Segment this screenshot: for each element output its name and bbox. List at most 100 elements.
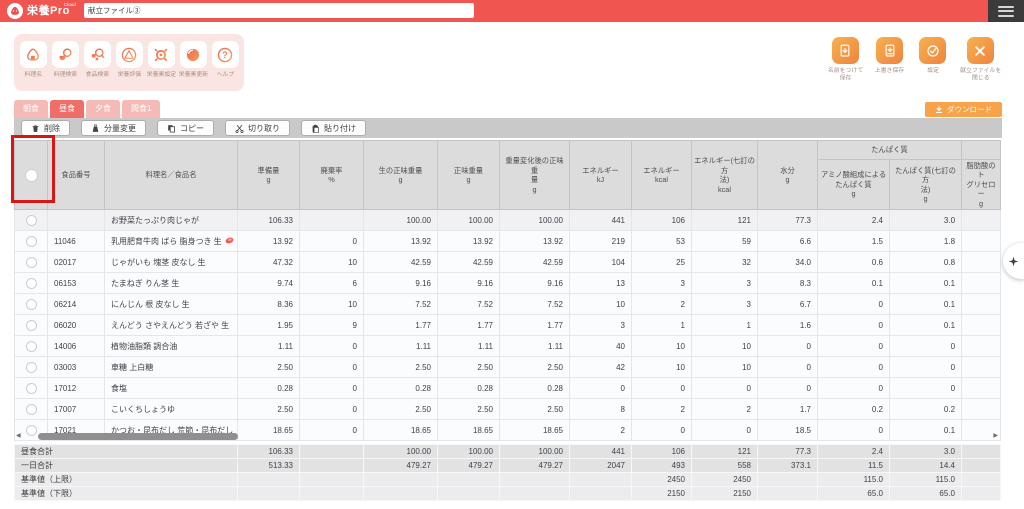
button-label: 削除	[44, 123, 60, 133]
overwrite-save-icon[interactable]	[876, 37, 904, 64]
food-name-cell: お野菜たっぷり肉じゃが	[104, 209, 238, 232]
summary-value-cell: 121	[691, 444, 758, 459]
food-number-cell: 03003	[47, 356, 105, 379]
food-row[interactable]: 14006 植物油脂類 調合油 1.11 0 1.11 1.11 1.11 40 10 10 0 0 0	[14, 335, 1002, 358]
row-radio[interactable]	[25, 403, 37, 415]
summary-value-cell	[961, 472, 1001, 487]
summary-value-cell	[437, 486, 500, 501]
food-row[interactable]: 17007 こいくちしょうゆ 2.50 0 2.50 2.50 2.50 8 2 2 1.7 0.2 0…	[14, 398, 1002, 421]
summary-row: 基準値（上限） 2450 2450 115.0 115.0	[14, 472, 1001, 487]
value-cell: 6.6	[757, 230, 818, 253]
summary-label: 基準値（上限）	[14, 472, 238, 487]
paste-button[interactable]: 貼り付け	[301, 120, 366, 136]
row-select-cell	[14, 377, 48, 400]
nutrient-update-button[interactable]: 栄養素更新	[177, 41, 209, 78]
dish-name-button[interactable]: 料理名	[17, 41, 49, 78]
value-cell: 10	[631, 335, 692, 358]
cut-button[interactable]: 切り取り	[225, 120, 290, 136]
food-search-button[interactable]: 食品検索	[81, 41, 113, 78]
food-row[interactable]: 06020 えんどう さやえんどう 若ざや 生 1.95 9 1.77 1.77 1.77 3…	[14, 314, 1002, 337]
value-cell: 3.0	[888, 209, 963, 232]
nutrient-refresh-icon[interactable]	[179, 41, 207, 68]
row-radio[interactable]	[25, 424, 37, 436]
button-label: コピー	[180, 123, 204, 133]
hamburger-menu-button[interactable]	[988, 0, 1024, 22]
row-radio[interactable]	[25, 256, 37, 268]
food-row[interactable]: 03003 車糖 上白糖 2.50 0 2.50 2.50 2.50 42 10 10 0 0 0	[14, 356, 1002, 379]
food-row[interactable]: 06214 にんじん 根 皮なし 生 8.36 10 7.52 7.52 7.52 10 2 3 6…	[14, 293, 1002, 316]
overwrite-save-button[interactable]: 上書き保存	[873, 37, 907, 83]
value-cell: 3	[631, 272, 692, 295]
value-cell: 0	[569, 377, 632, 400]
food-search-icon[interactable]	[83, 41, 111, 68]
header-select-cell[interactable]	[14, 139, 48, 211]
row-radio[interactable]	[25, 235, 37, 247]
col-waste-rate: 廃棄率 %	[299, 139, 364, 211]
close-file-button[interactable]: 献立ファイルを 閉じる	[959, 37, 1002, 83]
row-radio[interactable]	[25, 382, 37, 394]
food-row[interactable]: 06153 たまねぎ りん茎 生 9.74 6 9.16 9.16 9.16 13 3 3 8.3 0…	[14, 272, 1002, 295]
help-button[interactable]: ? ヘルプ	[209, 41, 241, 78]
close-file-icon[interactable]	[966, 37, 994, 64]
value-cell	[961, 356, 1002, 379]
row-radio[interactable]	[25, 361, 37, 373]
save-as-icon[interactable]	[831, 37, 859, 64]
row-radio[interactable]	[25, 340, 37, 352]
row-radio[interactable]	[25, 214, 37, 226]
help-icon[interactable]: ?	[211, 41, 239, 68]
settings-button[interactable]: 設定	[916, 37, 950, 83]
amount-change-icon	[91, 124, 100, 133]
value-cell: 1.77	[499, 314, 570, 337]
download-button[interactable]: ダウンロード	[925, 102, 1002, 117]
value-cell: 1.11	[237, 335, 300, 358]
tab-snack1[interactable]: 間食1	[122, 100, 161, 118]
value-cell: 104	[569, 251, 632, 274]
row-radio[interactable]	[25, 298, 37, 310]
tab-breakfast[interactable]: 朝食	[14, 100, 48, 118]
col-net-weight-after-change: 重量変化後の正味重 量 g	[499, 139, 570, 211]
copy-button[interactable]: コピー	[157, 120, 214, 136]
scroll-right-arrow-icon[interactable]: ▶	[993, 433, 998, 439]
value-cell: 18.65	[437, 419, 500, 442]
save-as-button[interactable]: 名前をつけて 保存	[827, 37, 864, 83]
menu-file-name-input[interactable]	[84, 3, 474, 18]
value-cell: 0	[888, 356, 963, 379]
value-cell: 121	[691, 209, 758, 232]
food-name: にんじん 根 皮なし 生	[111, 299, 190, 309]
amount-change-button[interactable]: 分量変更	[81, 120, 146, 136]
nutrient-settings-button[interactable]: 栄養素設定	[145, 41, 177, 78]
meal-tabs: 朝食 昼食 夕食 間食1	[14, 100, 161, 118]
recipe-row[interactable]: お野菜たっぷり肉じゃが 106.33 100.00 100.00 100.00 441 10…	[14, 209, 1002, 232]
tab-dinner[interactable]: 夕食	[86, 100, 120, 118]
tab-lunch[interactable]: 昼食	[50, 100, 84, 118]
row-radio[interactable]	[25, 319, 37, 331]
value-cell	[961, 293, 1002, 316]
food-name: 乳用肥育牛肉 ばら 脂身つき 生	[111, 236, 222, 246]
dish-search-button[interactable]: 料理検索	[49, 41, 81, 78]
edge-drawer-handle[interactable]	[1003, 243, 1024, 279]
horizontal-scrollbar[interactable]: ◀ ▶	[14, 430, 1000, 442]
nutrition-evaluation-button[interactable]: 栄養評価	[113, 41, 145, 78]
nutrient-settings-gear-icon[interactable]	[147, 41, 175, 68]
onigiri-icon[interactable]	[19, 41, 47, 68]
value-cell: 40	[569, 335, 632, 358]
scrollbar-thumb[interactable]	[38, 432, 238, 440]
dish-search-icon[interactable]	[51, 41, 79, 68]
value-cell: 0	[757, 356, 818, 379]
row-radio[interactable]	[25, 277, 37, 289]
value-cell: 10	[691, 356, 758, 379]
delete-button[interactable]: 削除	[21, 120, 70, 136]
settings-icon[interactable]	[919, 37, 947, 64]
food-number-cell: 14006	[47, 335, 105, 358]
food-row[interactable]: 17012 食塩 0.28 0 0.28 0.28 0.28 0 0 0 0 0 0	[14, 377, 1002, 400]
scroll-left-arrow-icon[interactable]: ◀	[16, 433, 21, 439]
nutrition-pyramid-icon[interactable]	[115, 41, 143, 68]
header-radio[interactable]	[24, 168, 38, 182]
summary-value-cell: 479.27	[363, 458, 438, 473]
value-cell: 106.33	[237, 209, 300, 232]
value-cell: 0.28	[237, 377, 300, 400]
value-cell: 1.8	[888, 230, 963, 253]
food-row[interactable]: 02017 じゃがいも 塊茎 皮なし 生 47.32 10 42.59 42.59 42.5…	[14, 251, 1002, 274]
food-row[interactable]: 11046 乳用肥育牛肉 ばら 脂身つき 生 13.92 0 13.92 13.92 13.…	[14, 230, 1002, 253]
col-net-weight: 正味重量 g	[437, 139, 500, 211]
